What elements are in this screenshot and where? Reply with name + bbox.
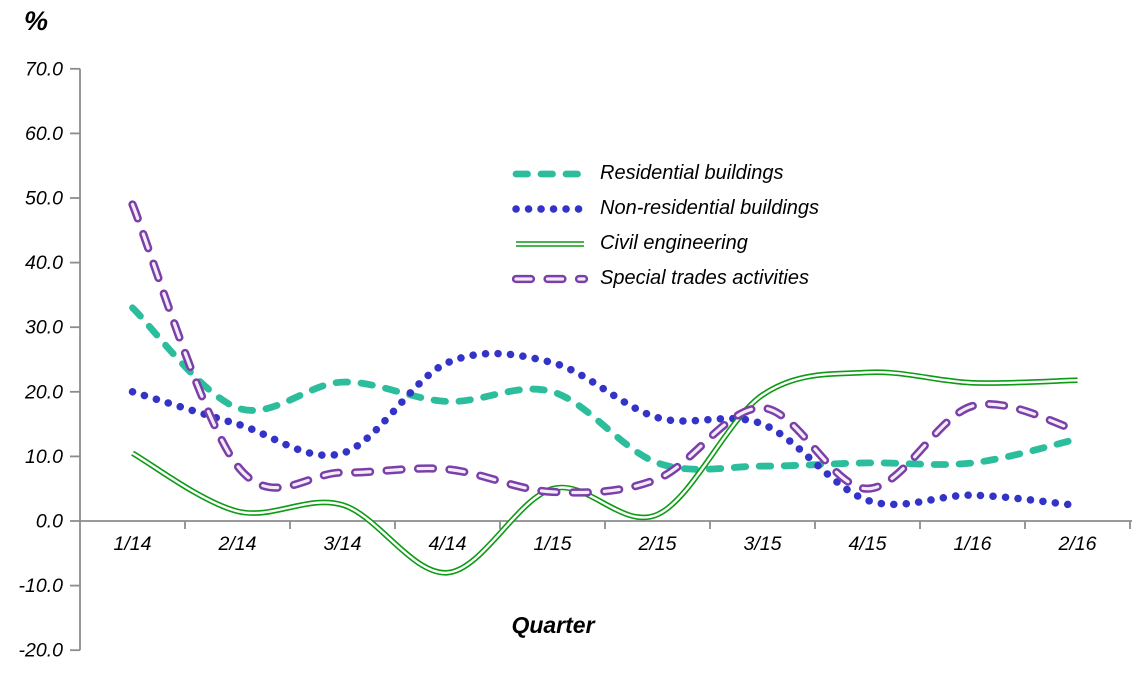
y-tick-label: 30.0	[25, 317, 63, 339]
y-tick-label: -20.0	[19, 640, 64, 662]
series-path-special-trades-activities	[128, 200, 1082, 497]
legend-item-residential-buildings: Residential buildings	[512, 156, 819, 191]
legend: Residential buildings Non-residential bui…	[512, 156, 819, 296]
x-tick-label: 1/15	[534, 533, 572, 555]
legend-item-civil-engineering: Civil engineering	[512, 226, 819, 261]
x-tick-label: 2/16	[1058, 533, 1097, 555]
legend-sample-line-special-trades-activities	[512, 274, 588, 283]
legend-label-residential-buildings: Residential buildings	[600, 162, 784, 184]
series-path-residential-buildings	[129, 304, 1081, 473]
legend-item-special-trades-activities: Special trades activities	[512, 261, 819, 296]
series-path-inner-civil-engineering	[131, 370, 1078, 574]
y-tick-label: 40.0	[25, 252, 63, 274]
legend-label-civil-engineering: Civil engineering	[600, 232, 748, 254]
x-tick-label: 3/14	[324, 533, 362, 555]
y-tick-label: -10.0	[19, 575, 64, 597]
x-tick-label: 1/14	[114, 533, 152, 555]
legend-sample-line-non-residential-buildings	[512, 204, 588, 213]
y-tick-label: 20.0	[24, 381, 63, 403]
y-axis-unit-label: %	[24, 6, 49, 36]
y-tick-label: 60.0	[25, 123, 63, 145]
series-path-civil-engineering	[131, 369, 1078, 576]
x-tick-label: 2/15	[638, 533, 677, 555]
x-tick-label: 2/14	[218, 533, 257, 555]
legend-item-non-residential-buildings: Non-residential buildings	[512, 191, 819, 226]
legend-label-non-residential-buildings: Non-residential buildings	[600, 197, 820, 219]
legend-sample-line-residential-buildings	[512, 170, 588, 177]
legend-label-special-trades-activities: Special trades activities	[600, 267, 809, 289]
x-tick-label: 1/16	[954, 533, 992, 555]
series-path-non-residential-buildings	[128, 349, 1082, 510]
legend-sample-line-civil-engineering	[516, 240, 584, 247]
y-tick-label: 50.0	[25, 188, 63, 210]
x-tick-label: 4/14	[429, 533, 467, 555]
y-tick-label: 0.0	[36, 511, 63, 533]
x-tick-label: 3/15	[744, 533, 782, 555]
y-tick-label: 10.0	[25, 446, 63, 468]
x-axis-title: Quarter	[511, 612, 595, 638]
x-tick-label: 4/15	[849, 533, 887, 555]
y-tick-label: 70.0	[25, 58, 63, 80]
